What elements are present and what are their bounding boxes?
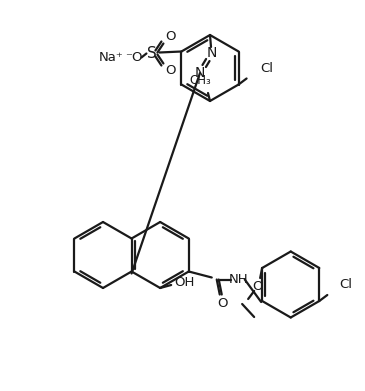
Text: NH: NH xyxy=(229,273,249,286)
Text: ⁻O: ⁻O xyxy=(125,51,142,64)
Text: CH₃: CH₃ xyxy=(189,75,211,88)
Text: Na⁺: Na⁺ xyxy=(99,51,124,64)
Text: OH: OH xyxy=(174,276,194,289)
Text: O: O xyxy=(218,297,228,310)
Text: O: O xyxy=(165,30,176,43)
Text: N: N xyxy=(195,66,205,80)
Text: O: O xyxy=(165,64,176,77)
Text: O: O xyxy=(252,280,262,292)
Text: Cl: Cl xyxy=(339,278,352,292)
Text: S: S xyxy=(146,46,156,61)
Text: N: N xyxy=(207,46,217,60)
Text: Cl: Cl xyxy=(261,62,274,75)
